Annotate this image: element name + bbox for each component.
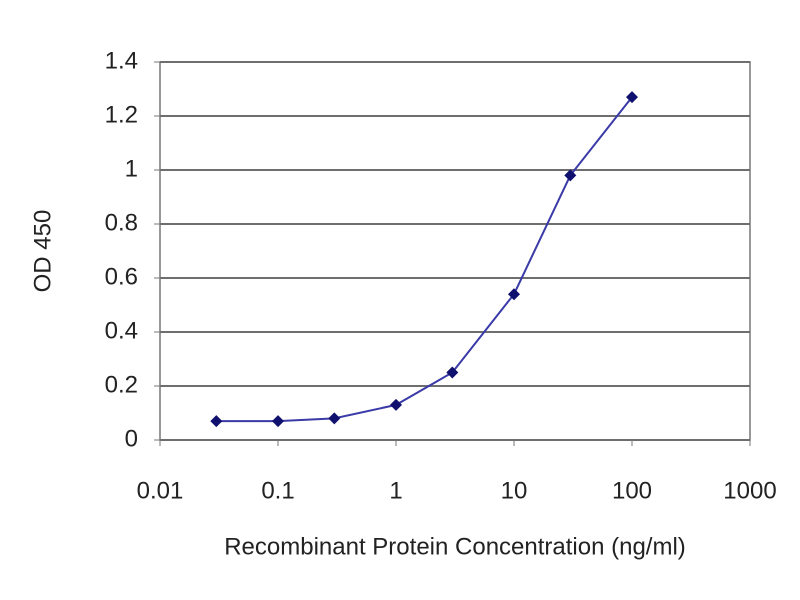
data-point: [210, 415, 223, 428]
x-tick-label: 10: [501, 477, 528, 504]
y-tick-label: 0.6: [105, 263, 138, 290]
y-tick-label: 1: [125, 155, 138, 182]
data-point: [446, 366, 459, 379]
y-tick-label: 0.8: [105, 209, 138, 236]
plot-area: [159, 61, 751, 441]
y-axis-label: OD 450: [29, 210, 56, 293]
data-point: [564, 169, 577, 182]
data-point: [272, 415, 284, 428]
x-tick-label: 0.1: [261, 477, 294, 504]
x-tick-label: 1000: [723, 477, 776, 504]
data-point: [328, 412, 341, 425]
y-tick-label: 1.4: [105, 47, 138, 74]
x-tick-label: 100: [612, 477, 652, 504]
data-line: [216, 96, 633, 423]
y-tick-label: 0: [125, 425, 138, 452]
x-tick-label: 0.01: [137, 477, 184, 504]
y-tick-label: 1.2: [105, 101, 138, 128]
data-point: [508, 288, 520, 301]
data-point: [390, 398, 402, 411]
y-tick-label: 0.2: [105, 371, 138, 398]
x-tick-label: 1: [389, 477, 402, 504]
x-axis-label: Recombinant Protein Concentration (ng/ml…: [224, 533, 686, 560]
data-point: [626, 91, 638, 104]
y-tick-label: 0.4: [105, 317, 138, 344]
